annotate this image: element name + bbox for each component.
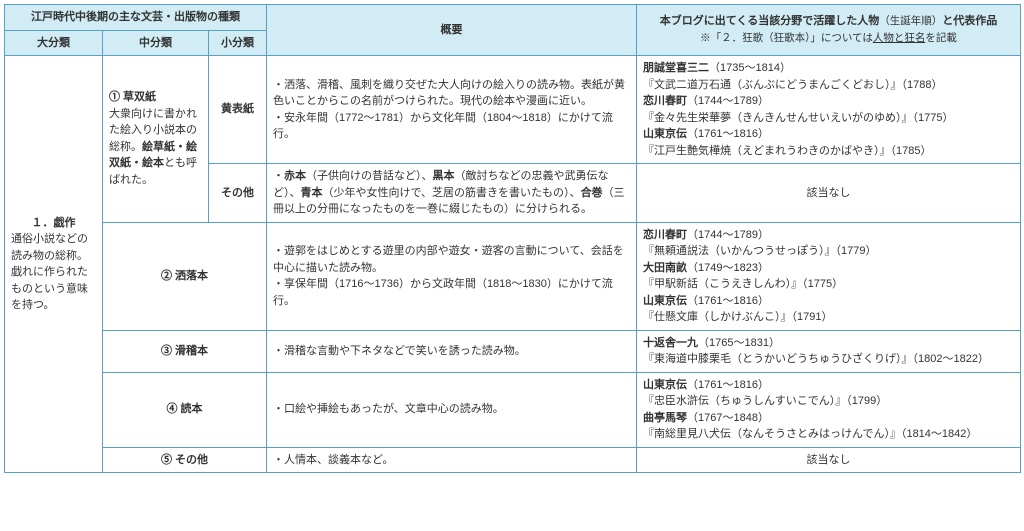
hdr-people-tail: と代表作品 [942, 15, 997, 27]
hdr-people-suffix: （生誕年順） [879, 15, 942, 27]
ov-o-b1: 赤本 [284, 170, 306, 182]
p-y2w: 『南総里見八犬伝（なんそうさとみはっけんでん）』（1814～1842） [643, 428, 977, 440]
ov-o-pref: ・ [273, 170, 284, 182]
label-gisaku: １．戯作 [11, 215, 96, 232]
cell-chu-kokkeibon: ③ 滑稽本 [103, 330, 267, 372]
p-k3w: 『江戸生艶気樺焼（えどまれうわきのかばやき）』（1785） [643, 145, 931, 157]
cell-ov-other5: ・人情本、談義本など。 [267, 447, 637, 473]
row-kibyoshi: １．戯作 通俗小説などの読み物の総称。戯れに作られたものという意味を持つ。 ① … [5, 56, 1021, 164]
hdr-chu: 中分類 [103, 30, 209, 56]
p-s3w: 『仕懸文庫（しかけぶんこ）』（1791） [643, 311, 832, 323]
p-k3n: 山東京伝 [643, 128, 687, 140]
ov-o-b3: 青本 [301, 187, 323, 199]
p-s1w: 『無頼通説法（いかんつうせっぽう）』（1779） [643, 245, 876, 257]
cell-sho-other: その他 [209, 164, 267, 223]
p-s1y: （1744～1789） [687, 229, 769, 241]
literature-table: 江戸時代中後期の主な文芸・出版物の種類 概要 本ブログに出てくる当該分野で活躍し… [4, 4, 1021, 473]
p-ko1y: （1765～1831） [698, 337, 780, 349]
cell-chu-yomihon: ④ 読本 [103, 372, 267, 447]
cell-ov-yomihon: ・口絵や挿絵もあったが、文章中心の読み物。 [267, 372, 637, 447]
p-k3y: （1761～1816） [687, 128, 769, 140]
cell-ppl-other: 該当なし [637, 164, 1021, 223]
cell-chu-kusazoshi: ① 草双紙 大衆向けに書かれた絵入り小説本の総称。絵草紙・絵双紙・絵本とも呼ばれ… [103, 56, 209, 223]
p-s3y: （1761～1816） [687, 295, 769, 307]
row-kokkeibon: ③ 滑稽本 ・滑稽な言動や下ネタなどで笑いを誘った読み物。 十返舎一九（1765… [5, 330, 1021, 372]
row-sharebon: ② 洒落本 ・遊郭をはじめとする遊里の内部や遊女・遊客の言動について、会話を中心… [5, 222, 1021, 330]
hdr-people: 本ブログに出てくる当該分野で活躍した人物（生誕年順）と代表作品 ※「２．狂歌（狂… [637, 5, 1021, 56]
p-k1n: 朋誠堂喜三二 [643, 62, 709, 74]
label-kusazoshi: ① 草双紙 [109, 89, 202, 106]
cell-ov-sharebon: ・遊郭をはじめとする遊里の内部や遊女・遊客の言動について、会話を中心に描いた読み… [267, 222, 637, 330]
ov-o-t3: （少年や女性向けで、芝居の筋書きを書いたもの）、 [323, 187, 581, 199]
note-ul: 人物と狂名 [873, 32, 926, 44]
hdr-main-types: 江戸時代中後期の主な文芸・出版物の種類 [5, 5, 267, 31]
p-k1y: （1735～1814） [709, 62, 791, 74]
p-k2n: 恋川春町 [643, 95, 687, 107]
cell-dai-gisaku: １．戯作 通俗小説などの読み物の総称。戯れに作られたものという意味を持つ。 [5, 56, 103, 473]
cell-chu-sharebon: ② 洒落本 [103, 222, 267, 330]
hdr-people-note: ※「２．狂歌（狂歌本）」については人物と狂名を記載 [700, 32, 957, 44]
p-s2y: （1749～1823） [687, 262, 769, 274]
note-pref: ※「２．狂歌（狂歌本）」については [700, 32, 873, 44]
p-s2n: 大田南畝 [643, 262, 687, 274]
p-y2n: 曲亭馬琴 [643, 412, 687, 424]
p-y1n: 山東京伝 [643, 379, 687, 391]
ov-o-b2: 黒本 [433, 170, 455, 182]
row-yomihon: ④ 読本 ・口絵や挿絵もあったが、文章中心の読み物。 山東京伝（1761～181… [5, 372, 1021, 447]
hdr-people-bold: 活躍した人物 [813, 15, 879, 27]
p-s3n: 山東京伝 [643, 295, 687, 307]
cell-chu-other5: ⑤ その他 [103, 447, 267, 473]
hdr-people-pref: 本ブログに出てくる当該分野で [660, 15, 813, 27]
hdr-sho: 小分類 [209, 30, 267, 56]
p-k2w: 『金々先生栄華夢（きんきんせんせいえいがのゆめ）』（1775） [643, 112, 953, 124]
cell-ppl-yomihon: 山東京伝（1761～1816） 『忠臣水滸伝（ちゅうしんすいこでん）』（1799… [637, 372, 1021, 447]
cell-ov-kibyoshi: ・洒落、滑稽、風刺を織り交ぜた大人向けの絵入りの読み物。表紙が黄色いことからこの… [267, 56, 637, 164]
cell-sho-kibyoshi: 黄表紙 [209, 56, 267, 164]
hdr-overview: 概要 [267, 5, 637, 56]
desc-gisaku: 通俗小説などの読み物の総称。戯れに作られたものという意味を持つ。 [11, 233, 88, 311]
p-k1w: 『文武二道万石通（ぶんぶにどうまんごくどおし）』（1788） [643, 79, 942, 91]
p-y1w: 『忠臣水滸伝（ちゅうしんすいこでん）』（1799） [643, 395, 887, 407]
p-ko1w: 『東海道中膝栗毛（とうかいどうちゅうひざくりげ）』（1802～1822） [643, 353, 989, 365]
cell-ppl-kibyoshi: 朋誠堂喜三二（1735～1814） 『文武二道万石通（ぶんぶにどうまんごくどおし… [637, 56, 1021, 164]
p-ko1n: 十返舎一九 [643, 337, 698, 349]
cell-ppl-other5: 該当なし [637, 447, 1021, 473]
p-s2w: 『甲駅新話（こうえきしんわ）』（1775） [643, 278, 843, 290]
hdr-dai: 大分類 [5, 30, 103, 56]
row-other5: ⑤ その他 ・人情本、談義本など。 該当なし [5, 447, 1021, 473]
cell-ov-other: ・赤本（子供向けの昔話など）、黒本（敵討ちなどの忠義や武勇伝など）、青本（少年や… [267, 164, 637, 223]
cell-ov-kokkeibon: ・滑稽な言動や下ネタなどで笑いを誘った読み物。 [267, 330, 637, 372]
note-suf: を記載 [925, 32, 957, 44]
p-y2y: （1767～1848） [687, 412, 769, 424]
header-row-1: 江戸時代中後期の主な文芸・出版物の種類 概要 本ブログに出てくる当該分野で活躍し… [5, 5, 1021, 31]
ov-o-t1: （子供向けの昔話など）、 [306, 170, 433, 182]
ov-o-b4: 合巻 [581, 187, 603, 199]
p-s1n: 恋川春町 [643, 229, 687, 241]
p-y1y: （1761～1816） [687, 379, 769, 391]
cell-ppl-sharebon: 恋川春町（1744～1789） 『無頼通説法（いかんつうせっぽう）』（1779）… [637, 222, 1021, 330]
cell-ppl-kokkeibon: 十返舎一九（1765～1831） 『東海道中膝栗毛（とうかいどうちゅうひざくりげ… [637, 330, 1021, 372]
p-k2y: （1744～1789） [687, 95, 769, 107]
